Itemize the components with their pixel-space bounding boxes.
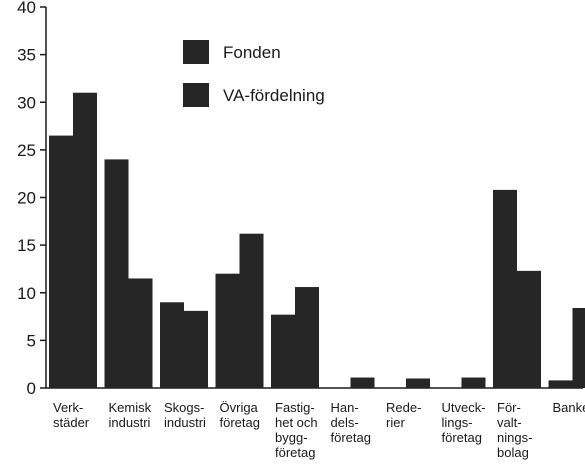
x-category-label-line: lings- bbox=[442, 415, 473, 430]
legend: Fonden VA-fördelning bbox=[183, 40, 325, 107]
bar-va-fordelning bbox=[406, 378, 430, 388]
x-category-label-line: Kemisk bbox=[109, 400, 152, 415]
legend-label: VA-fördelning bbox=[223, 86, 325, 105]
x-category-label-line: bygg- bbox=[275, 430, 308, 445]
x-category-label: Kemisk industri bbox=[109, 400, 152, 430]
legend-label: Fonden bbox=[223, 43, 281, 62]
bar-va-fordelning bbox=[184, 310, 208, 388]
x-category-label-line: nings- bbox=[497, 430, 532, 445]
bar-va-fordelning bbox=[295, 287, 319, 388]
x-category-label-line: Skogs- bbox=[164, 400, 204, 415]
x-category-label-line: Fastig- bbox=[275, 400, 315, 415]
x-category-label-line: industri bbox=[164, 415, 206, 430]
y-tick-label: 10 bbox=[17, 284, 36, 303]
x-category-label-line: Rede- bbox=[386, 400, 421, 415]
x-category-label-line: Banker bbox=[553, 400, 585, 415]
x-category-label-line: Han- bbox=[331, 400, 359, 415]
x-category-label: Fastig-het och bygg-företag bbox=[275, 400, 318, 460]
bar-fonden bbox=[215, 273, 240, 388]
bar-va-fordelning bbox=[73, 92, 97, 388]
x-category-label: För-valt-nings-bolag bbox=[497, 400, 532, 460]
x-category-label-line: Verk- bbox=[53, 400, 83, 415]
bar-va-fordelning bbox=[572, 307, 585, 388]
bar-va-fordelning bbox=[350, 377, 375, 388]
x-category-label-line: företag bbox=[442, 430, 482, 445]
y-tick-label: 0 bbox=[27, 379, 36, 398]
y-tick-label: 30 bbox=[17, 93, 36, 112]
x-category-label-line: företag bbox=[220, 415, 260, 430]
y-tick-label: 20 bbox=[17, 189, 36, 208]
y-tick-label: 35 bbox=[17, 46, 36, 65]
legend-swatch bbox=[183, 83, 209, 107]
bar-fonden bbox=[548, 380, 573, 388]
x-category-label-line: För- bbox=[497, 400, 521, 415]
x-category-label-line: bolag bbox=[497, 445, 529, 460]
x-category-label: Han-dels-företag bbox=[331, 400, 371, 445]
y-tick-label: 15 bbox=[17, 236, 36, 255]
x-category-label: Utveck-lings-företag bbox=[442, 400, 486, 445]
y-tick-label: 5 bbox=[27, 331, 36, 350]
bar-fonden bbox=[160, 302, 184, 388]
bar-va-fordelning bbox=[517, 270, 541, 388]
x-category-label-line: het och bbox=[275, 415, 318, 430]
x-category-label: Verk-städer bbox=[53, 400, 90, 430]
x-category-label-line: företag bbox=[331, 430, 371, 445]
x-category-label: Övriga företag bbox=[220, 400, 260, 430]
bar-fonden bbox=[49, 135, 73, 388]
y-tick-label: 40 bbox=[17, 0, 36, 17]
x-category-label-line: företag bbox=[275, 445, 315, 460]
x-category-label-line: Utveck- bbox=[442, 400, 486, 415]
bar-va-fordelning bbox=[239, 233, 264, 388]
x-category-label-line: industri bbox=[109, 415, 151, 430]
x-category-label-line: städer bbox=[53, 415, 90, 430]
legend-swatch bbox=[183, 40, 209, 64]
x-category-label-line: rier bbox=[386, 415, 405, 430]
bars bbox=[49, 92, 585, 388]
bar-fonden bbox=[493, 189, 517, 388]
bar-fonden bbox=[104, 159, 129, 388]
x-category-label: Skogs-industri bbox=[164, 400, 206, 430]
y-tick-label: 25 bbox=[17, 141, 36, 160]
x-category-label: Rede-rier bbox=[386, 400, 421, 430]
bar-va-fordelning bbox=[461, 377, 486, 388]
bar-va-fordelning bbox=[128, 278, 153, 388]
x-category-label: Banker bbox=[553, 400, 585, 415]
x-category-label-line: dels- bbox=[331, 415, 359, 430]
x-category-label-line: valt- bbox=[497, 415, 522, 430]
bar-fonden bbox=[271, 314, 295, 388]
x-category-label-line: Övriga bbox=[220, 400, 259, 415]
